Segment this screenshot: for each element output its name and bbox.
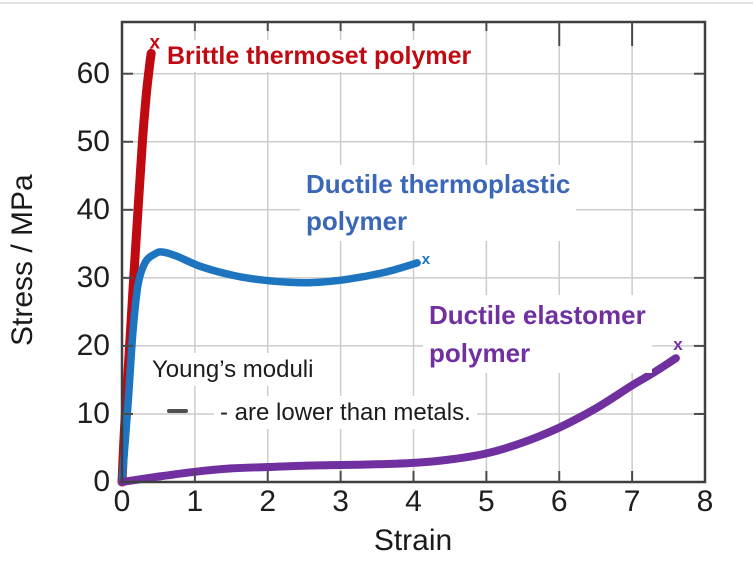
youngs-moduli-note: Young’s moduli — [146, 353, 320, 386]
fracture-x-marker: x — [673, 335, 683, 354]
fracture-x-marker: x — [422, 251, 431, 268]
top-edge-artifact-line — [0, 2, 753, 4]
x-tick-label: 5 — [478, 485, 495, 518]
y-tick-label: 40 — [76, 192, 110, 226]
ductile-elastomer-label: Ductile elastomer polymer — [423, 295, 652, 373]
y-tick-label: 60 — [76, 56, 110, 90]
y-tick-label: 30 — [76, 260, 110, 294]
y-tick-label: 50 — [76, 124, 110, 158]
x-tick-label: 7 — [623, 485, 641, 518]
x-axis-title: Strain — [373, 524, 453, 557]
ductile-thermoplastic-label: Ductile thermoplastic polymer — [300, 165, 577, 241]
x-tick-label: 0 — [113, 485, 131, 518]
fracture-x-marker: x — [150, 32, 161, 53]
curve-ductile-elastomer — [118, 354, 680, 486]
lower-than-metals-note: - are lower than metals. — [214, 396, 477, 429]
y-tick-label: 10 — [76, 396, 110, 430]
x-tick-label: 4 — [405, 485, 422, 518]
x-tick-label: 8 — [696, 485, 714, 518]
curve-ductile-thermoplastic — [118, 248, 421, 486]
x-tick-label: 3 — [332, 485, 349, 518]
x-tick-label: 1 — [186, 485, 204, 518]
y-tick-label: 0 — [93, 465, 110, 498]
brittle-thermoset-label: Brittle thermoset polymer — [163, 40, 476, 72]
y-axis-title: Stress / MPa — [6, 174, 39, 346]
dash-mark — [167, 409, 188, 413]
y-tick-label: 20 — [76, 328, 110, 362]
x-tick-label: 6 — [550, 485, 568, 518]
x-tick-label: 2 — [259, 485, 277, 518]
